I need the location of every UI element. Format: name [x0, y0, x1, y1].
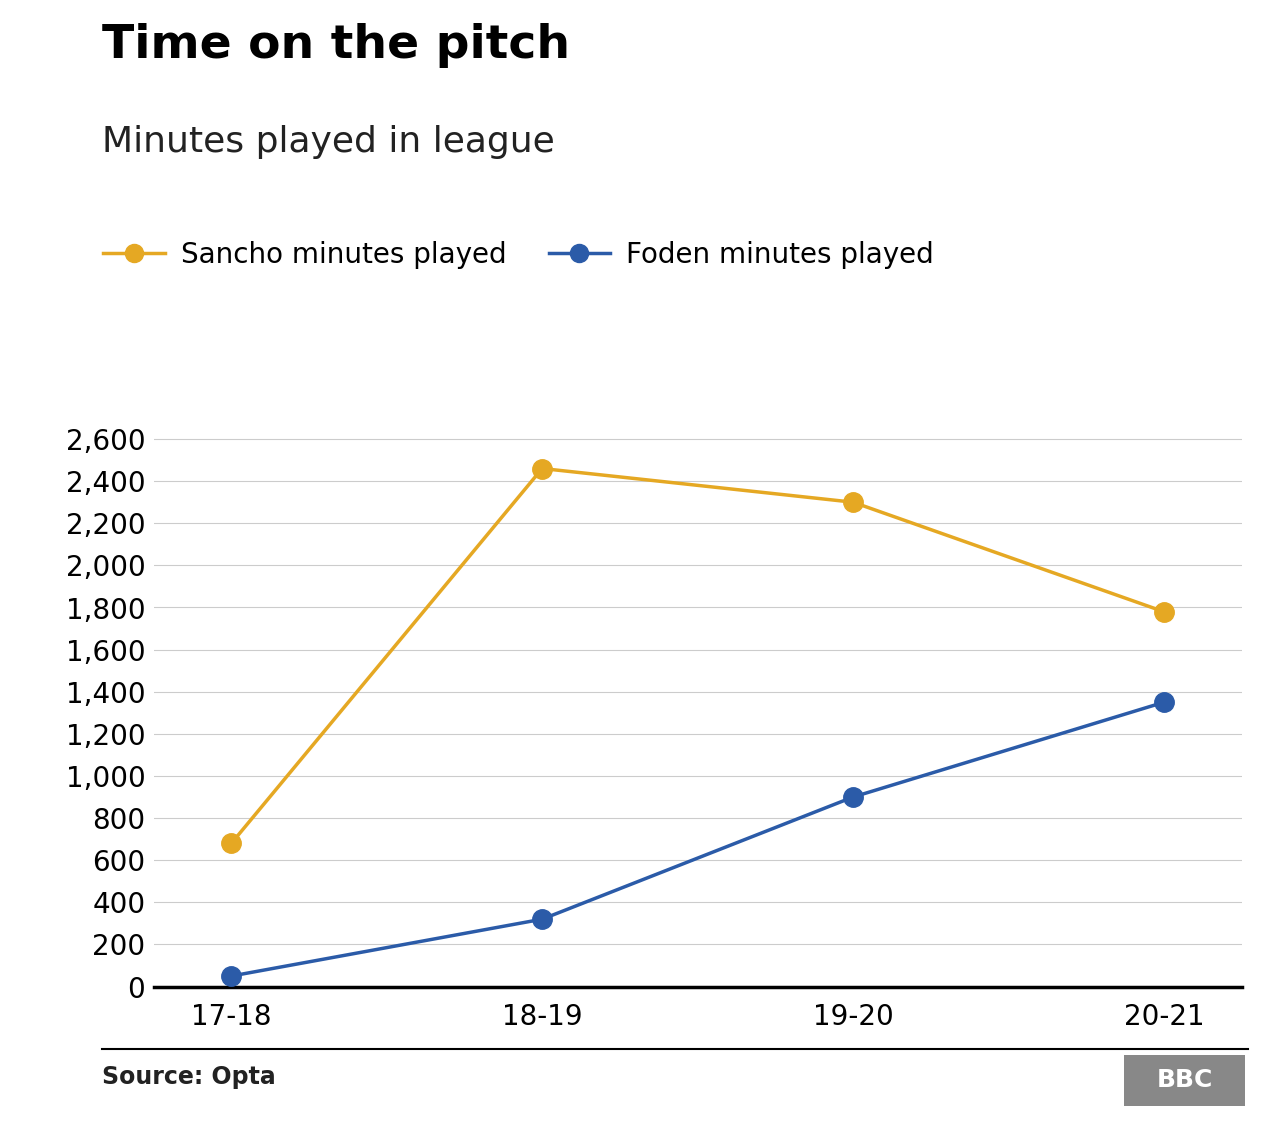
Text: Time on the pitch: Time on the pitch: [102, 23, 571, 68]
Text: Minutes played in league: Minutes played in league: [102, 125, 556, 159]
Text: Source: Opta: Source: Opta: [102, 1065, 276, 1089]
Text: BBC: BBC: [1156, 1068, 1213, 1092]
Legend: Sancho minutes played, Foden minutes played: Sancho minutes played, Foden minutes pla…: [104, 240, 934, 269]
